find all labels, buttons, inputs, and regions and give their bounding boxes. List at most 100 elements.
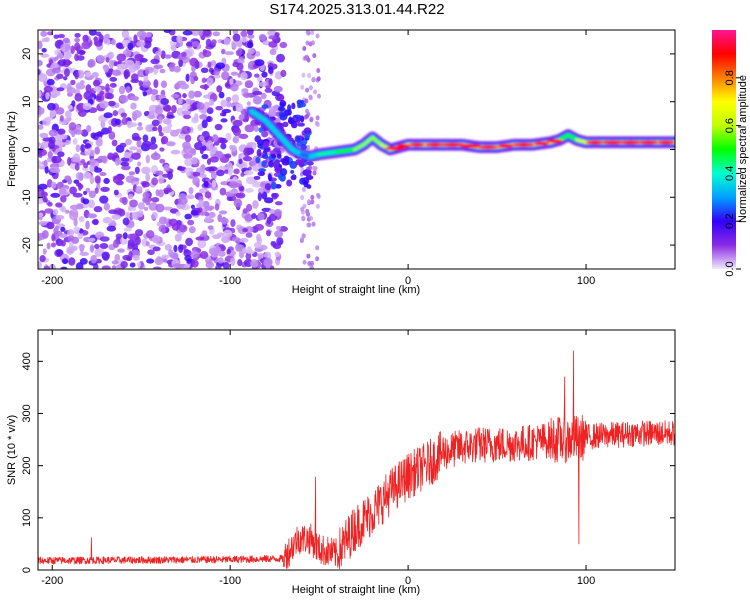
noise-blob — [184, 134, 192, 143]
noise-blob — [101, 251, 110, 261]
ridge-hotspot — [638, 140, 659, 145]
noise-blob — [122, 254, 131, 261]
ridge-hotspot — [498, 143, 514, 148]
noise-blob — [306, 199, 311, 205]
noise-blob — [93, 86, 102, 92]
noise-blob — [297, 122, 305, 127]
noise-blob — [163, 164, 170, 172]
noise-blob — [263, 140, 269, 149]
noise-blob — [145, 173, 151, 182]
noise-blob — [96, 55, 105, 64]
noise-blob — [94, 175, 101, 184]
noise-blob — [38, 124, 44, 130]
noise-blob — [129, 262, 136, 268]
noise-blob — [161, 254, 170, 259]
noise-blob — [125, 211, 131, 220]
noise-blob — [312, 53, 317, 59]
noise-blob — [109, 76, 118, 82]
noise-blob — [81, 129, 89, 137]
noise-blob — [166, 141, 176, 147]
noise-blob — [64, 117, 70, 124]
snr-line — [38, 350, 675, 570]
noise-blob — [94, 40, 103, 47]
noise-blob — [145, 199, 151, 206]
noise-blob — [41, 229, 49, 239]
noise-blob — [270, 153, 277, 159]
colorbar-tick-label: 0.2 — [724, 214, 736, 229]
noise-blob — [182, 93, 187, 99]
noise-blob — [274, 208, 282, 217]
noise-blob — [79, 251, 89, 256]
noise-blob — [173, 244, 178, 253]
noise-blob — [222, 262, 230, 269]
noise-blob — [66, 86, 76, 94]
noise-blob — [283, 155, 290, 162]
noise-blob — [235, 49, 243, 57]
noise-blob — [258, 33, 267, 42]
noise-blob — [220, 118, 228, 123]
noise-blob — [204, 191, 212, 199]
noise-blob — [251, 213, 257, 220]
noise-blob — [211, 179, 217, 189]
noise-blob — [74, 71, 79, 80]
noise-blob — [244, 124, 255, 133]
noise-blob — [258, 168, 267, 173]
noise-blob — [232, 119, 243, 127]
noise-blob — [190, 209, 199, 216]
noise-blob — [48, 129, 58, 137]
noise-blob — [215, 105, 223, 111]
noise-blob — [51, 67, 61, 74]
noise-blob — [184, 213, 192, 220]
noise-blob — [68, 257, 76, 266]
noise-blob — [132, 254, 140, 261]
noise-blob — [127, 242, 133, 250]
noise-blob — [114, 157, 120, 166]
y-tick-label: 10 — [21, 96, 33, 108]
noise-blob — [146, 258, 155, 264]
noise-blob — [131, 211, 138, 220]
noise-blob — [196, 102, 205, 110]
noise-blob — [243, 170, 254, 176]
noise-blob — [268, 160, 275, 168]
noise-blob — [203, 180, 209, 188]
noise-blob — [197, 124, 204, 131]
noise-blob — [82, 190, 88, 195]
noise-blob — [304, 98, 309, 104]
noise-blob — [128, 171, 136, 176]
noise-blob — [148, 143, 158, 150]
noise-blob — [213, 150, 224, 159]
noise-blob — [130, 102, 137, 110]
noise-blob — [190, 30, 200, 36]
noise-blob — [216, 85, 223, 93]
noise-blob — [53, 230, 63, 236]
spectrogram-y-label: Frequency (Hz) — [6, 111, 18, 187]
noise-blob — [192, 102, 198, 111]
noise-blob — [257, 212, 265, 221]
noise-blob — [50, 242, 57, 248]
noise-blob — [202, 145, 207, 152]
noise-blob — [188, 186, 194, 195]
y-tick-label: 0 — [21, 567, 33, 573]
noise-blob — [50, 192, 61, 198]
noise-blob — [202, 30, 211, 37]
noise-blob — [134, 236, 141, 246]
noise-blob — [44, 208, 54, 214]
noise-blob — [91, 219, 99, 225]
noise-blob — [46, 242, 51, 250]
noise-blob — [172, 263, 183, 269]
noise-blob — [159, 68, 166, 74]
noise-blob — [229, 145, 237, 152]
noise-blob — [203, 94, 211, 99]
noise-blob — [143, 40, 152, 49]
noise-blob — [78, 172, 84, 182]
noise-blob — [316, 76, 321, 82]
noise-blob — [233, 198, 243, 208]
noise-blob — [74, 42, 81, 52]
noise-blob — [99, 90, 105, 96]
noise-blob — [57, 151, 65, 158]
noise-blob — [178, 244, 184, 253]
noise-blob — [181, 103, 191, 111]
noise-blob — [253, 241, 262, 249]
noise-blob — [188, 226, 196, 234]
noise-blob — [272, 243, 282, 250]
